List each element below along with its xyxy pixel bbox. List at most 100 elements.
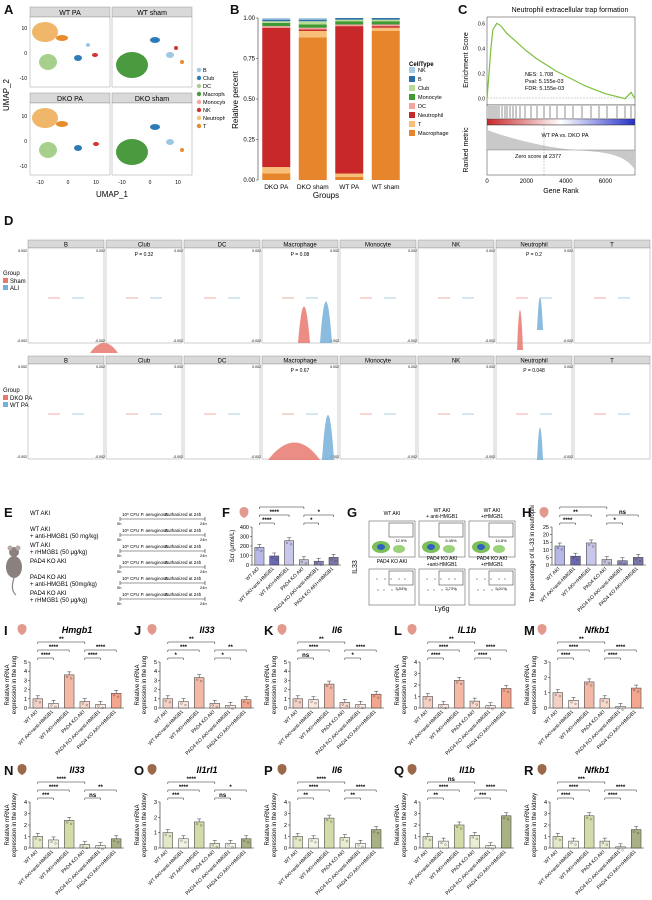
flow-dot <box>490 578 492 580</box>
bar-chart-i: Hmgb1 Relative mRNA expression in the lung… <box>5 624 124 756</box>
y-tick-label: 3 <box>414 672 417 678</box>
y-axis-label: Relative mRNA <box>5 664 11 705</box>
gsea-x-tick: 0 <box>485 179 489 185</box>
facet-title: Neutrophil <box>520 359 547 365</box>
bar <box>111 838 122 849</box>
y-tick-label: 1 <box>284 835 287 841</box>
gene-title: Il6 <box>332 625 343 635</box>
violin-legend2-item: DKO PA <box>10 396 32 402</box>
infection-label: 10⁶ CFU P. aeruginosa <box>122 528 168 533</box>
y-axis-label: expression in the lung <box>272 656 278 714</box>
legend-dot <box>196 107 202 113</box>
umap-ytick: 0 <box>24 51 27 57</box>
data-point <box>428 698 431 702</box>
y-tick: -0.002 <box>563 339 573 343</box>
data-point <box>117 841 120 844</box>
stack-segment-t <box>262 167 291 174</box>
data-point <box>623 563 626 566</box>
legend-dot <box>196 123 202 129</box>
stack-segment-macrophage <box>335 176 364 180</box>
data-point <box>440 842 443 845</box>
umap-facet-wt-sham: WT sham <box>111 6 193 88</box>
violin-legend1-item: ALI <box>10 286 19 292</box>
flow-dot <box>433 589 435 591</box>
y-tick-label: 3 <box>414 812 417 818</box>
bar <box>568 700 579 709</box>
data-point <box>113 839 116 842</box>
data-point <box>605 843 608 846</box>
significance-label: **** <box>41 653 51 659</box>
marker-icon <box>239 507 249 518</box>
gene-title: Il33 <box>199 625 214 635</box>
umap-legend-label: Macrophage <box>203 92 225 98</box>
y-tick-label: 2 <box>154 815 157 821</box>
y-tick: 0.002 <box>486 365 495 369</box>
data-point <box>607 561 610 565</box>
significance-label: **** <box>478 653 488 659</box>
umap-xtick: 0 <box>67 180 70 186</box>
bar-chart-k: Il6 Relative mRNA expression in the lung 0 1… <box>265 624 384 756</box>
bar <box>586 542 597 566</box>
bar <box>48 703 59 709</box>
data-point <box>503 689 506 692</box>
data-point <box>286 541 289 544</box>
gsea-y-tick: 0.6 <box>478 21 485 27</box>
bar <box>292 836 303 849</box>
design-group-label: + anti-HMGB1 (50mg/kg) <box>30 582 97 588</box>
time-label: 24h <box>200 553 207 558</box>
bar <box>95 704 106 709</box>
stack-segment-dc <box>335 24 364 27</box>
bar <box>95 845 106 849</box>
gsea-x-tick: 4000 <box>559 179 573 185</box>
gate-box <box>488 522 514 538</box>
violin-shape-macrophage <box>298 306 310 343</box>
significance-label: **** <box>88 653 98 659</box>
flow-dot <box>397 589 399 591</box>
endpoint-label: Euthanized at 24h <box>165 544 202 549</box>
y-axis-label: expression in the kidney <box>402 793 408 857</box>
bar <box>178 838 189 849</box>
bar <box>469 700 480 709</box>
data-point <box>554 837 557 840</box>
data-point <box>456 825 459 829</box>
facet-plot <box>339 363 417 460</box>
panel-label-p: P <box>264 763 273 778</box>
significance-label: ns <box>219 793 227 799</box>
y-tick: -0.002 <box>563 455 573 459</box>
y-axis-label: Scr (μmol/L) <box>230 530 236 563</box>
facet-title: NK <box>452 243 460 249</box>
stack-segment-t <box>335 173 364 177</box>
data-point <box>554 693 557 696</box>
bar <box>454 680 465 709</box>
significance-label: **** <box>57 777 67 783</box>
flow-xlabel: Ly6g <box>435 606 450 613</box>
bar <box>501 688 512 709</box>
panel-label-f: F <box>222 505 230 520</box>
bar <box>422 696 433 709</box>
gsea-fdr: FDR: 5.155e-03 <box>525 86 564 92</box>
y-tick: -0.002 <box>407 455 417 459</box>
legend-swatch <box>409 94 415 100</box>
data-point <box>345 840 348 843</box>
significance-label: *** <box>479 793 487 799</box>
time-label: 24h <box>200 569 207 574</box>
bar <box>32 836 43 849</box>
bar <box>570 555 581 566</box>
data-point <box>633 689 636 692</box>
flow-dot <box>376 578 378 580</box>
data-point <box>471 702 474 705</box>
data-point <box>428 838 431 842</box>
bar <box>631 687 642 709</box>
umap-legend: B Club DC Macrophage Monocyte NK Neutrophil T <box>196 67 225 130</box>
flow-plot <box>468 568 516 606</box>
legend-swatch <box>409 76 415 82</box>
stack-segment-nk <box>298 18 327 20</box>
stacked-legend: NK B Club Monocyte DC Neutrophil T Macrophage <box>409 67 449 137</box>
facet-title: T <box>610 359 614 365</box>
y-axis-label: expression in the kidney <box>142 793 148 857</box>
mouse-icon <box>6 545 22 596</box>
data-point <box>81 702 84 705</box>
data-point <box>38 838 41 842</box>
y-tick: -0.002 <box>173 339 183 343</box>
y-tick: 0.002 <box>564 249 573 253</box>
